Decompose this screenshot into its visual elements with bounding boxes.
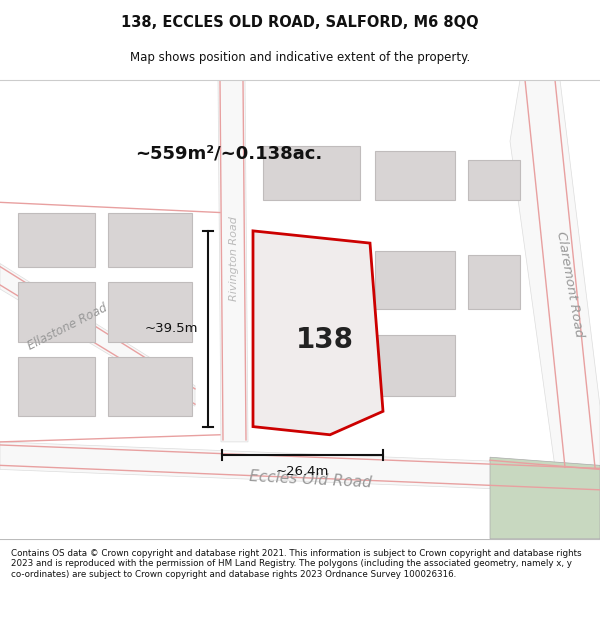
Polygon shape [0,264,195,406]
Text: ~26.4m: ~26.4m [276,465,329,478]
Polygon shape [108,213,192,266]
Polygon shape [108,357,192,416]
Text: 138: 138 [296,326,354,354]
Polygon shape [375,335,455,396]
Text: Map shows position and indicative extent of the property.: Map shows position and indicative extent… [130,51,470,64]
Polygon shape [108,282,192,342]
Text: Eccles Old Road: Eccles Old Road [248,469,371,491]
Polygon shape [375,151,455,200]
Text: 138, ECCLES OLD ROAD, SALFORD, M6 8QQ: 138, ECCLES OLD ROAD, SALFORD, M6 8QQ [121,15,479,30]
Text: Ellastone Road: Ellastone Road [26,301,110,352]
Polygon shape [253,231,383,435]
Text: Contains OS data © Crown copyright and database right 2021. This information is : Contains OS data © Crown copyright and d… [11,549,581,579]
Polygon shape [18,213,95,266]
Polygon shape [18,357,95,416]
Polygon shape [375,251,455,309]
Text: ~559m²/~0.138ac.: ~559m²/~0.138ac. [135,144,322,162]
Polygon shape [0,442,600,493]
Polygon shape [468,159,520,200]
Polygon shape [490,458,600,539]
Polygon shape [263,333,360,396]
Text: Rivington Road: Rivington Road [229,216,239,301]
Polygon shape [510,80,600,468]
Polygon shape [263,146,360,200]
Polygon shape [468,256,520,309]
Text: ~39.5m: ~39.5m [145,322,198,335]
Text: Claremont Road: Claremont Road [554,230,586,338]
Polygon shape [263,248,360,309]
Polygon shape [18,282,95,342]
Polygon shape [218,80,248,442]
